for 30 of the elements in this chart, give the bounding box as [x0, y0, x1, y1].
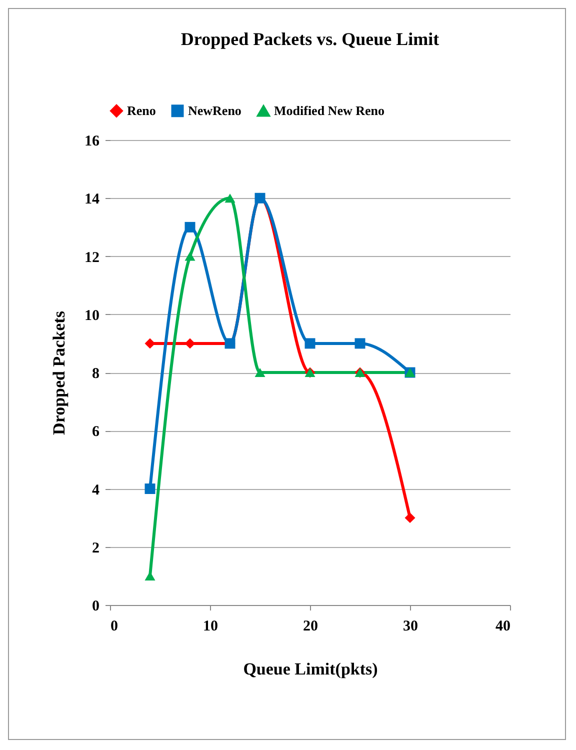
x-axis-title: Queue Limit(pkts) — [243, 660, 378, 678]
x-tick-label: 20 — [303, 618, 318, 634]
y-tick-label: 12 — [84, 250, 100, 266]
point — [184, 252, 196, 261]
y-axis-title: Dropped Packets — [50, 310, 68, 435]
y-tick-label: 4 — [92, 482, 100, 498]
y-tick-label: 2 — [92, 540, 100, 556]
point — [254, 368, 266, 378]
x-tick-label: 30 — [403, 618, 418, 634]
x-tick-label: 40 — [496, 618, 510, 634]
x-tick-label: 0 — [110, 618, 118, 634]
y-tick-label: 6 — [92, 424, 100, 440]
point — [144, 484, 156, 494]
x-tick-label: 10 — [203, 618, 218, 634]
y-tick-label: 0 — [92, 598, 100, 614]
y-tick-label: 16 — [84, 134, 100, 150]
legend-label: NewReno — [188, 102, 242, 118]
point — [144, 338, 156, 349]
y-tick-label: 10 — [84, 308, 100, 324]
chart-title: Dropped Packets vs. Queue Limit — [180, 29, 440, 49]
legend-label: Reno — [127, 102, 156, 118]
y-tick-label: 8 — [92, 366, 100, 382]
y-tick-label: 14 — [84, 192, 100, 208]
point — [404, 512, 416, 524]
point — [354, 338, 366, 349]
point — [304, 338, 316, 349]
point — [184, 222, 196, 232]
legend-label: Modified New Reno — [274, 103, 384, 118]
point — [184, 338, 196, 349]
point — [224, 194, 236, 203]
